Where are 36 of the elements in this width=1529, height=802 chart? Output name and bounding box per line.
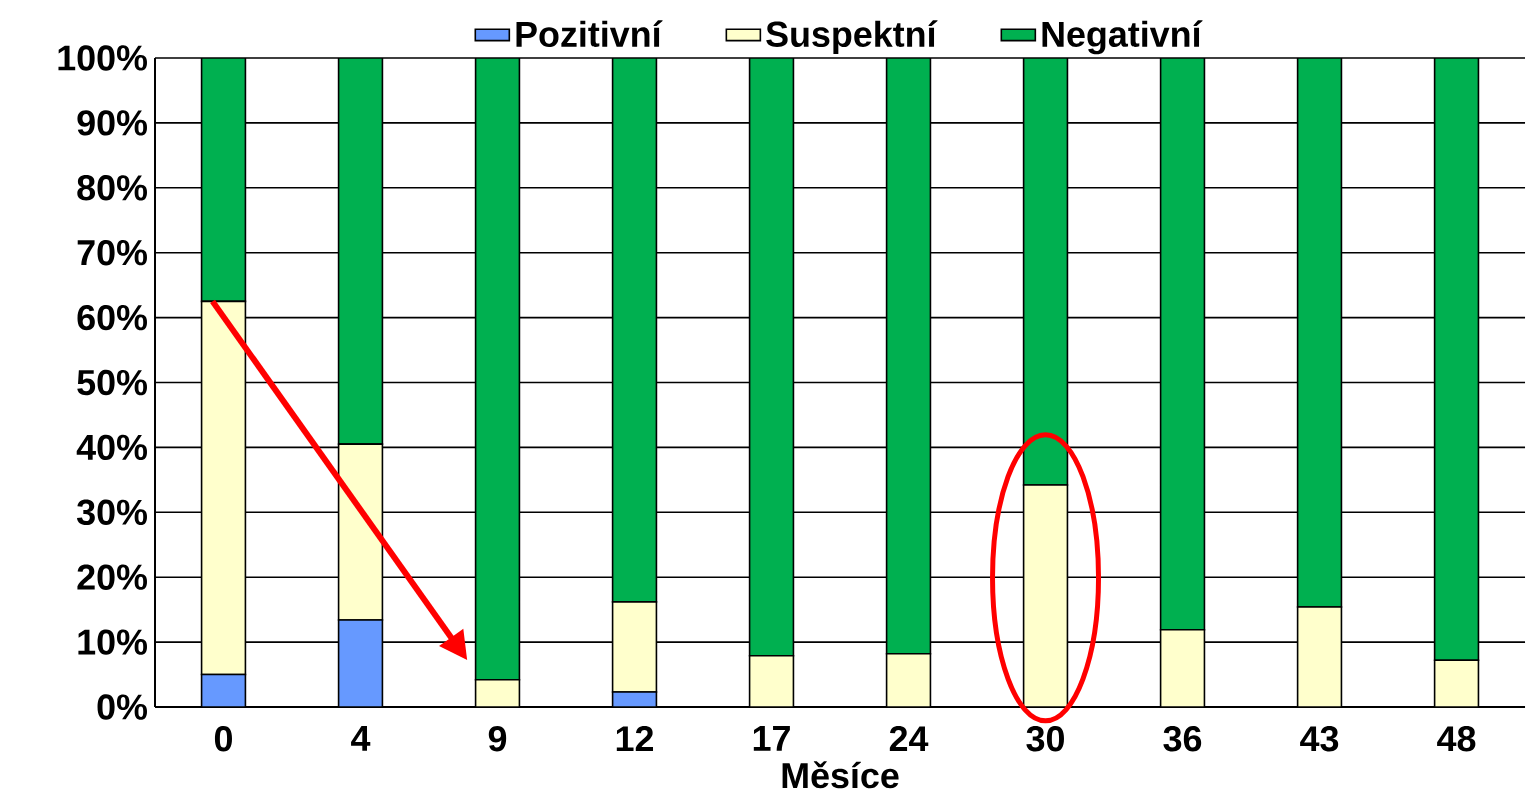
- legend-label: Negativní: [1042, 20, 1203, 55]
- bar: [748, 57, 795, 657]
- x-tick-label: 30: [1026, 726, 1064, 752]
- y-tick-label: 80%: [77, 175, 147, 201]
- bar: [1296, 57, 1343, 608]
- y-tick-label: 40%: [76, 434, 147, 461]
- x-axis-title: Měsíce: [782, 761, 899, 789]
- bar: [885, 57, 932, 655]
- x-tick-label: 12: [616, 726, 654, 752]
- y-tick-label: 0%: [97, 694, 147, 720]
- bar: [337, 57, 384, 445]
- bar: [1159, 57, 1206, 631]
- x-tick-label: 9: [488, 726, 507, 752]
- y-tick-label: 90%: [77, 110, 147, 136]
- bar: [1433, 57, 1480, 662]
- y-tick-label: 50%: [77, 369, 147, 396]
- bar: [337, 619, 384, 707]
- bar: [474, 57, 521, 681]
- x-tick-label: 0: [214, 726, 232, 752]
- y-tick-label: 10%: [78, 629, 147, 655]
- x-tick-label: 4: [351, 726, 371, 751]
- x-tick-label: 24: [889, 726, 929, 752]
- bar: [200, 673, 247, 707]
- x-tick-label: 36: [1163, 726, 1202, 752]
- y-tick-label: 60%: [77, 304, 147, 331]
- x-tick-label: 43: [1300, 726, 1339, 752]
- legend-label: Suspektní: [766, 20, 938, 55]
- y-tick-label: 100%: [58, 45, 147, 71]
- y-tick-label: 30%: [76, 499, 147, 526]
- legend-label: Pozitivní: [516, 20, 663, 47]
- bar: [611, 57, 658, 603]
- bar: [200, 57, 247, 303]
- x-tick-label: 48: [1437, 726, 1476, 752]
- y-tick-label: 70%: [77, 239, 147, 266]
- x-tick-label: 17: [753, 726, 790, 751]
- y-tick-label: 20%: [77, 564, 147, 590]
